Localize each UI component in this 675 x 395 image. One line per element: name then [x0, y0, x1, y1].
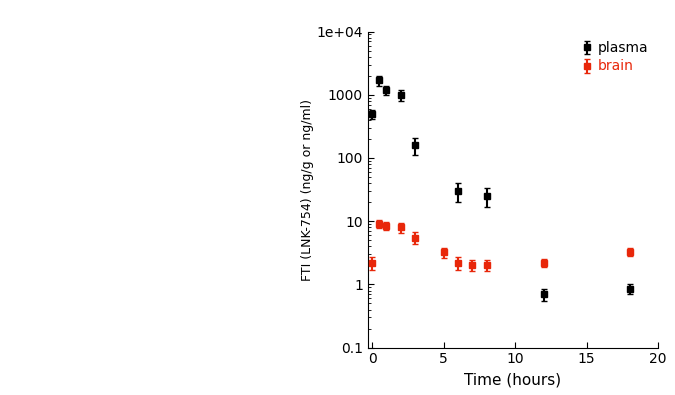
Y-axis label: FTI (LNK-754) (ng/g or ng/ml): FTI (LNK-754) (ng/g or ng/ml) [301, 99, 314, 280]
X-axis label: Time (hours): Time (hours) [464, 372, 562, 387]
Legend: plasma, brain: plasma, brain [580, 39, 651, 76]
